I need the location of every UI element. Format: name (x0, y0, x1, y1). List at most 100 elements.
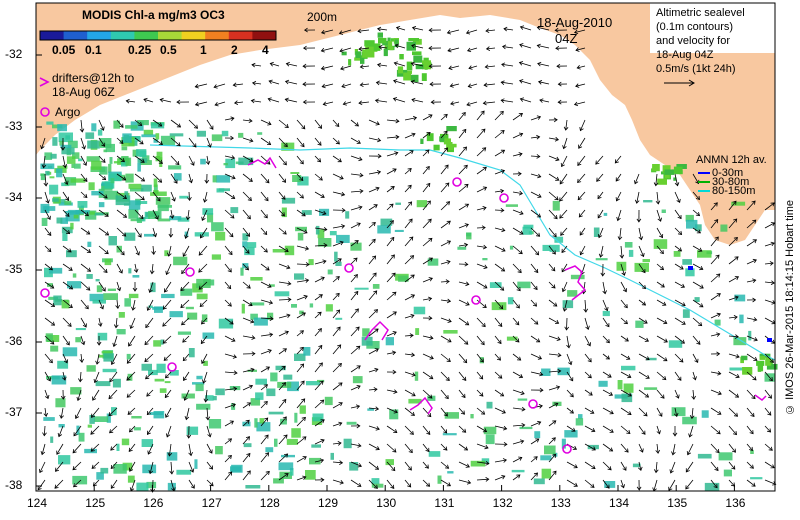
velocity-arrow-head (714, 466, 719, 472)
velocity-arrow-head (466, 480, 472, 485)
velocity-arrow-head (280, 212, 285, 217)
velocity-arrow-head (264, 417, 269, 422)
velocity-arrow-head (633, 180, 639, 185)
velocity-arrow (404, 274, 415, 283)
x-tick-label: 135 (667, 496, 688, 510)
velocity-arrow-head (734, 276, 740, 281)
chl-patch (412, 51, 422, 56)
chl-patch (73, 214, 79, 219)
velocity-arrow-head (569, 409, 574, 414)
velocity-arrow (386, 331, 397, 337)
velocity-arrow-head (250, 319, 255, 324)
velocity-arrow (691, 407, 694, 419)
velocity-arrow (422, 277, 433, 283)
velocity-arrow-head (190, 161, 195, 166)
velocity-arrow (206, 407, 209, 420)
velocity-arrow (494, 263, 505, 272)
velocity-arrow-head (146, 410, 151, 416)
velocity-arrow (692, 353, 699, 363)
velocity-arrow (404, 425, 414, 435)
velocity-arrow-head (602, 290, 607, 295)
velocity-arrow (332, 422, 342, 427)
velocity-arrow-head (669, 469, 674, 474)
velocity-arrow (458, 353, 467, 363)
velocity-arrow-head (251, 62, 256, 68)
x-tick-label: 128 (259, 496, 280, 510)
velocity-arrow (224, 404, 236, 409)
velocity-arrow-head (615, 177, 620, 182)
velocity-arrow (519, 80, 532, 85)
velocity-arrow (450, 101, 460, 105)
velocity-arrow (596, 173, 604, 182)
velocity-arrow (368, 368, 379, 373)
chl-patch (86, 156, 100, 162)
chl-patch (394, 229, 404, 232)
velocity-arrow-head (83, 193, 88, 198)
velocity-arrow (584, 407, 595, 414)
velocity-arrow-head (353, 274, 358, 279)
velocity-arrow (674, 389, 679, 399)
velocity-arrow (278, 299, 291, 301)
velocity-arrow-head (562, 307, 568, 312)
velocity-arrow-head (248, 177, 253, 182)
chl-patch (57, 165, 68, 169)
chl-patch (125, 173, 134, 183)
velocity-arrow-head (86, 249, 92, 253)
velocity-arrow (332, 382, 343, 391)
chl-patch (242, 241, 248, 248)
velocity-arrow-head (428, 237, 433, 242)
velocity-arrow-head (460, 410, 465, 415)
velocity-arrow (201, 317, 208, 325)
velocity-arrow-head (183, 376, 187, 382)
velocity-arrow-head (354, 308, 359, 313)
argo-legend-icon (40, 107, 50, 117)
velocity-arrow (404, 443, 413, 453)
velocity-arrow-head (322, 259, 327, 264)
chl-patch (86, 365, 96, 372)
chl-patch (329, 231, 337, 236)
velocity-arrow-head (152, 233, 158, 238)
velocity-arrow-head (663, 320, 668, 325)
chl-patch (306, 381, 321, 386)
velocity-arrow (386, 220, 394, 229)
chl-patch (112, 378, 121, 388)
chl-patch (118, 157, 127, 161)
chl-patch (275, 365, 286, 371)
chl-patch (53, 295, 62, 306)
velocity-arrow (115, 317, 118, 328)
velocity-arrow (520, 26, 532, 31)
velocity-arrow-head (299, 160, 304, 165)
velocity-arrow-head (557, 99, 562, 105)
velocity-arrow-head (411, 352, 416, 358)
velocity-arrow (566, 461, 578, 468)
velocity-arrow (440, 479, 451, 487)
velocity-arrow (62, 353, 68, 363)
velocity-arrow-head (95, 360, 100, 365)
velocity-arrow-head (638, 466, 643, 472)
velocity-arrow-head (591, 465, 596, 469)
chl-patch (697, 250, 712, 258)
velocity-arrow (584, 443, 596, 451)
velocity-arrow (440, 201, 450, 211)
velocity-arrow-head (394, 151, 399, 156)
velocity-arrow-head (410, 79, 415, 85)
velocity-arrow-head (43, 412, 49, 418)
velocity-arrow-head (144, 358, 149, 363)
velocity-arrow-head (560, 162, 565, 168)
velocity-arrow-head (426, 131, 431, 137)
velocity-arrow (485, 65, 496, 68)
velocity-arrow-head (335, 292, 340, 297)
velocity-arrow-head (503, 425, 508, 431)
velocity-arrow-head (37, 486, 42, 491)
chl-patch (297, 232, 304, 241)
chl-patch (211, 134, 223, 142)
velocity-arrow-head (443, 429, 448, 434)
chl-patch (141, 217, 146, 220)
velocity-arrow (242, 263, 249, 271)
velocity-arrow-head (300, 143, 305, 148)
velocity-arrow (577, 191, 586, 200)
velocity-arrow (170, 137, 181, 147)
velocity-arrow-head (485, 477, 490, 482)
velocity-arrow (368, 443, 380, 450)
chl-patch (505, 204, 518, 207)
